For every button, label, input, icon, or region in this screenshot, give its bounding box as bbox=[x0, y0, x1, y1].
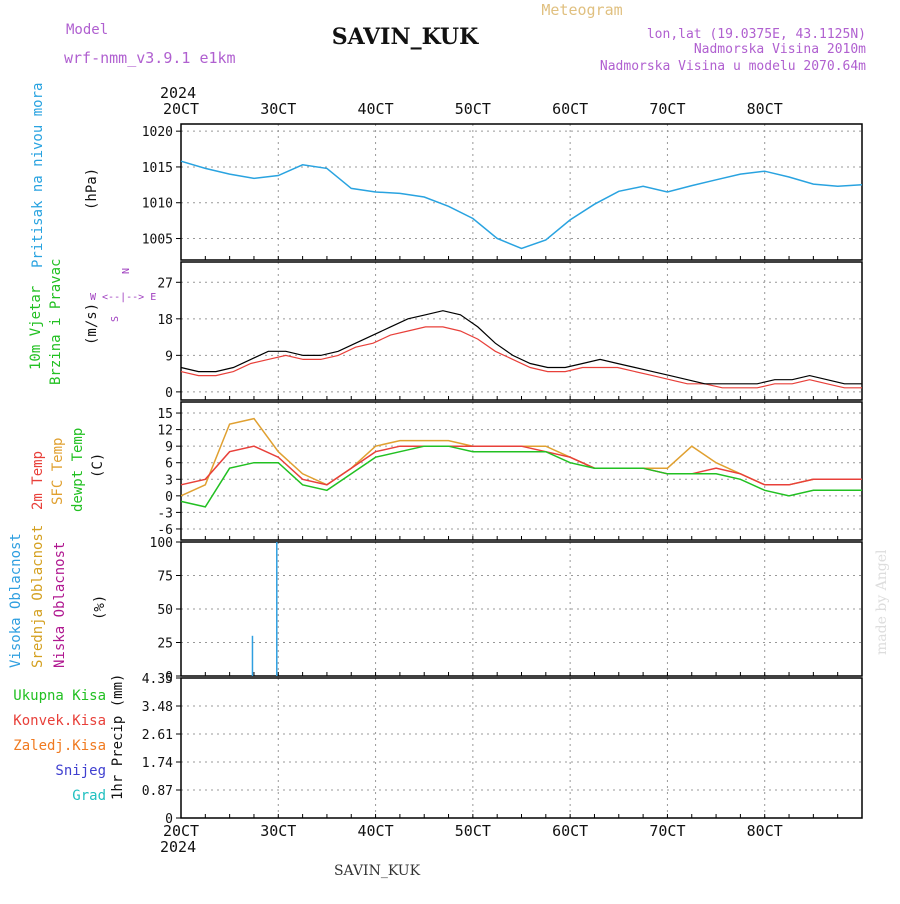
bottom-time-label: 30CT bbox=[260, 822, 296, 840]
y-tick-label: 15 bbox=[157, 407, 173, 422]
precip-legend-item: Snijeg bbox=[55, 763, 106, 779]
y-tick-label: 0 bbox=[165, 490, 173, 505]
y-tick-label: 0 bbox=[165, 386, 173, 401]
y-tick-label: -6 bbox=[157, 523, 173, 538]
y-tick-label: 0.87 bbox=[142, 784, 173, 799]
bottom-time-axis: 20CT 30CT 40CT 50CT 60CT 70CT 80CT bbox=[163, 822, 783, 840]
precip-legend-item: Ukupna Kisa bbox=[13, 688, 106, 704]
temp-unit: (C) bbox=[90, 453, 106, 478]
panel-frame bbox=[180, 541, 863, 677]
pressure-line bbox=[180, 160, 863, 250]
bottom-time-label: 80CT bbox=[747, 822, 783, 840]
wind-panel: 0 9 18 27 bbox=[157, 261, 863, 401]
credit-watermark: made by Angel bbox=[874, 549, 890, 655]
top-time-label: 30CT bbox=[260, 100, 296, 118]
wind-dir-s: S bbox=[110, 316, 121, 322]
top-time-label: 40CT bbox=[358, 100, 394, 118]
y-tick-label: 1020 bbox=[142, 125, 173, 140]
y-tick-label: 100 bbox=[150, 536, 173, 551]
bottom-time-label: 70CT bbox=[649, 822, 685, 840]
precip-panel: 0 0.87 1.74 2.61 3.48 4.35 bbox=[142, 672, 863, 827]
top-time-label: 20CT bbox=[163, 100, 199, 118]
panel-frame bbox=[180, 401, 863, 541]
y-tick-label: 18 bbox=[157, 313, 173, 328]
y-tick-label: 1010 bbox=[142, 197, 173, 212]
bottom-time-label: 40CT bbox=[358, 822, 394, 840]
station-title: SAVIN_KUK bbox=[332, 24, 479, 50]
y-tick-label: 12 bbox=[157, 424, 173, 439]
sfc-temp-ylabel: SFC Temp bbox=[50, 438, 66, 505]
wind-dir-cross: W <--|--> E bbox=[90, 292, 156, 303]
wind-dir-n: N bbox=[119, 268, 130, 274]
model-elevation-label: Nadmorska Visina u modelu 2070.64m bbox=[600, 59, 866, 74]
top-time-label: 80CT bbox=[747, 100, 783, 118]
wind-unit: (m/s) bbox=[84, 303, 100, 345]
panel-frame bbox=[180, 261, 863, 401]
y-tick-label: 1.74 bbox=[142, 756, 173, 771]
top-time-label: 70CT bbox=[649, 100, 685, 118]
dewpt-line bbox=[180, 445, 862, 508]
precip-legend: Ukupna Kisa Konvek.Kisa Zaledj.Kisa Snijeg G… bbox=[13, 688, 106, 804]
y-tick-label: 6 bbox=[165, 457, 173, 472]
model-label: Model bbox=[66, 22, 108, 38]
top-time-label: 50CT bbox=[455, 100, 491, 118]
sfc-temp-line bbox=[180, 417, 862, 497]
pressure-ylabel: Pritisak na nivou mora bbox=[30, 83, 46, 268]
elevation-label: Nadmorska Visina 2010m bbox=[694, 42, 866, 57]
precip-legend-item: Konvek.Kisa bbox=[13, 713, 106, 729]
model-name: wrf-nmm_v3.9.1 e1km bbox=[64, 49, 236, 67]
wind-speed-line bbox=[180, 310, 862, 385]
cloud-panel: 0 25 50 75 100 bbox=[150, 536, 863, 685]
top-time-label: 60CT bbox=[552, 100, 588, 118]
cloud-unit: (%) bbox=[92, 595, 108, 620]
bottom-time-label: 20CT bbox=[163, 822, 199, 840]
panel-frame bbox=[180, 677, 863, 819]
product-title: Meteogram bbox=[541, 1, 622, 19]
top-time-axis: 20CT 30CT 40CT 50CT 60CT 70CT 80CT bbox=[163, 100, 783, 118]
wind-direction-legend: N W <--|--> E S bbox=[90, 268, 156, 322]
y-tick-label: 3.48 bbox=[142, 700, 173, 715]
y-tick-label: 9 bbox=[165, 349, 173, 364]
bottom-year-label: 2024 bbox=[160, 838, 196, 856]
pressure-panel: 1005 1010 1015 1020 bbox=[142, 123, 863, 261]
precip-ylabel: 1hr Precip (mm) bbox=[110, 674, 126, 800]
wind-gust-line bbox=[180, 326, 862, 389]
y-tick-label: 1005 bbox=[142, 233, 173, 248]
high-cloud-ylabel: Visoka Oblacnost bbox=[8, 533, 24, 668]
coords-label: lon,lat (19.0375E, 43.1125N) bbox=[647, 27, 866, 42]
y-tick-label: 27 bbox=[157, 276, 173, 291]
low-cloud-ylabel: Niska Oblacnost bbox=[52, 542, 68, 668]
y-tick-label: 25 bbox=[157, 637, 173, 652]
dewpt-ylabel: dewpt Temp bbox=[70, 428, 86, 512]
pressure-unit: (hPa) bbox=[84, 168, 100, 210]
y-tick-label: 3 bbox=[165, 473, 173, 488]
temp2m-line bbox=[180, 445, 862, 486]
bottom-time-label: 50CT bbox=[455, 822, 491, 840]
precip-legend-item: Zaledj.Kisa bbox=[13, 738, 106, 754]
y-tick-label: 2.61 bbox=[142, 728, 173, 743]
y-tick-label: 0 bbox=[165, 670, 173, 685]
top-year-label: 2024 bbox=[160, 84, 196, 102]
temperature-panel: -6 -30 36 912 15 bbox=[157, 401, 863, 541]
wind-ylabel-line1: 10m Vjetar bbox=[28, 286, 44, 370]
mid-cloud-ylabel: Srednja Oblacnost bbox=[30, 525, 46, 668]
footer-station: SAVIN_KUK bbox=[334, 863, 421, 879]
wind-ylabel-line2: Brzina i Pravac bbox=[48, 259, 64, 385]
y-tick-label: 50 bbox=[157, 603, 173, 618]
y-tick-label: 0 bbox=[165, 812, 173, 827]
temp2m-ylabel: 2m Temp bbox=[30, 451, 46, 510]
y-tick-label: 9 bbox=[165, 440, 173, 455]
y-tick-label: -3 bbox=[157, 506, 173, 521]
precip-legend-item: Grad bbox=[72, 788, 106, 804]
y-tick-label: 75 bbox=[157, 570, 173, 585]
bottom-time-label: 60CT bbox=[552, 822, 588, 840]
y-tick-label: 4.35 bbox=[142, 672, 173, 687]
panel-frame bbox=[180, 123, 863, 261]
y-tick-label: 1015 bbox=[142, 161, 173, 176]
